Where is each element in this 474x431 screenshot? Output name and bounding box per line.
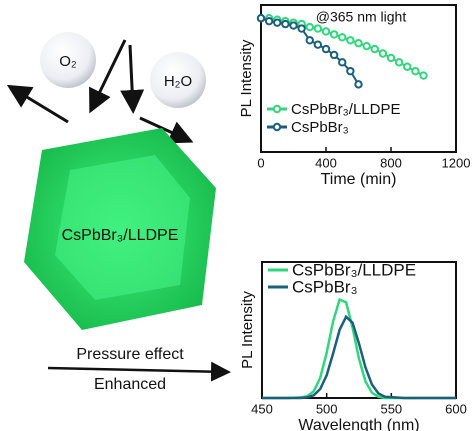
plot-frame [261, 261, 457, 399]
x-tick-label: 800 [380, 155, 402, 170]
marker [346, 66, 355, 76]
legend-marker [272, 104, 282, 114]
marker [419, 71, 428, 80]
y-axis-label: PL Intensity [238, 39, 255, 117]
marker [338, 33, 347, 42]
marker [338, 58, 347, 67]
marker [403, 62, 412, 71]
marker [378, 49, 388, 58]
marker [386, 53, 396, 63]
marker [411, 66, 420, 76]
marker [370, 44, 379, 54]
marker [256, 14, 266, 23]
arrows [6, 39, 194, 144]
legend-label: CsPbBr₃ [292, 277, 358, 296]
y-axis-label: PL Intensity [239, 291, 256, 369]
x-tick-label: 550 [380, 401, 402, 416]
annotation: @365 nm light [316, 9, 407, 25]
marker [354, 80, 363, 89]
x-tick-label: 450 [251, 401, 273, 416]
marker [329, 50, 339, 60]
o2-sphere [40, 32, 96, 88]
marker [321, 27, 331, 36]
legend-label: CsPbBr₃/LLDPE [292, 260, 416, 279]
legend-label: CsPbBr₃ [291, 119, 349, 136]
arrow-top-label: Pressure effect [76, 346, 184, 363]
marker [313, 24, 323, 33]
marker [362, 41, 371, 51]
marker [281, 19, 290, 29]
x-tick-label: 500 [316, 401, 338, 416]
series-line [262, 314, 456, 400]
marker [313, 40, 323, 49]
marker [305, 36, 314, 45]
marker [289, 21, 298, 30]
marker [297, 24, 306, 33]
plot-frame [260, 4, 457, 153]
marker [305, 22, 314, 32]
crystal-label: CsPbBr₃/LLDPE [62, 227, 179, 244]
marker [329, 30, 339, 39]
marker [346, 36, 355, 45]
x-tick-label: 0 [257, 155, 264, 170]
crystal-inner [55, 155, 190, 300]
x-axis-label: Wavelength (nm) [298, 417, 419, 431]
series-line [262, 297, 456, 400]
x-tick-label: 1200 [442, 155, 471, 170]
marker [394, 58, 404, 67]
h2o-label: H₂O [164, 73, 192, 90]
pressure-arrow [47, 361, 231, 382]
x-tick-label: 400 [315, 155, 337, 170]
marker [321, 44, 331, 54]
h2o-sphere [150, 52, 206, 108]
marker [354, 39, 363, 48]
o2-label: O₂ [59, 53, 77, 70]
legend-marker [272, 122, 282, 132]
marker [273, 18, 282, 27]
marker [264, 16, 274, 26]
legend-label: CsPbBr₃/LLDPE [291, 101, 400, 118]
arrow-bottom-label: Enhanced [94, 376, 166, 393]
diagram: O₂ H₂O CsPbBr₃/LLDPE Pressure effect Enh… [6, 32, 231, 393]
x-axis-label: Time (min) [321, 171, 397, 188]
x-tick-label: 600 [445, 401, 467, 416]
